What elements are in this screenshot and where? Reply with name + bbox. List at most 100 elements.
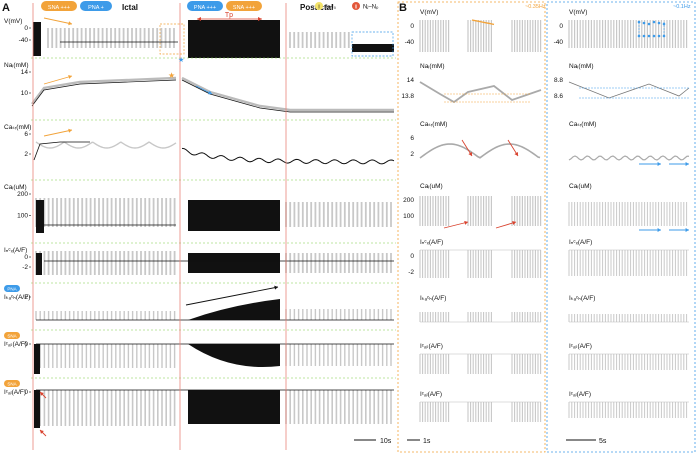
row-label: Iₙᶜₓ(A/F) <box>4 247 27 254</box>
badge-pna-ictal: PNA + <box>80 1 112 11</box>
annotation-arrow <box>495 221 517 229</box>
blue-dot <box>652 20 656 24</box>
burst-block <box>188 253 280 273</box>
scale-bar-b-left: 1s <box>407 438 431 445</box>
row-label: Iₙᶜₓ(A/F) <box>569 239 592 246</box>
burst-block <box>33 22 41 56</box>
svg-text:Tp: Tp <box>225 12 233 19</box>
badge-pna-transition: PNA +++ <box>187 1 223 11</box>
row-label: Naᵢ(mM) <box>569 63 594 70</box>
panel-b-right-row-labels: V(mV) 0 -40 Naᵢ(mM) 8.8 8.6 Caₛᵣ(mM) Caᵢ(uM) Iₙᶜ… <box>554 9 597 398</box>
tick-label: 14 <box>407 77 415 84</box>
arrow-head <box>685 161 689 167</box>
tick-label: -40 <box>405 39 415 46</box>
burst-block <box>36 253 42 275</box>
arrow-head <box>68 128 72 133</box>
tick-label: 0 <box>559 23 563 30</box>
row-badge-text: SNA <box>7 382 16 387</box>
trace-curve <box>181 76 394 112</box>
trace-curve <box>31 76 177 105</box>
trace-curve <box>181 79 394 113</box>
arrow-head <box>274 285 278 290</box>
row-label: Naᵢ(mM) <box>4 62 29 69</box>
legend-i-badge: I <box>315 2 323 10</box>
burst-block <box>188 299 280 320</box>
arrow-head <box>468 152 472 156</box>
tick-label: 10 <box>21 90 29 97</box>
row-badge-text: PNA <box>7 287 16 292</box>
tick-label: 14 <box>21 69 29 76</box>
burst-block <box>34 344 40 374</box>
badge-sna-transition: SNA +++ <box>226 1 262 11</box>
row-label: Caₛᵣ(mM) <box>569 121 596 128</box>
row-label: Iᶜₐₜ(A/F) <box>420 343 443 350</box>
blue-dot <box>647 34 651 38</box>
tick-label: 2 <box>24 151 28 158</box>
svg-text:I: I <box>318 4 320 10</box>
panel-a-row-labels: V(mV)0-40Naᵢ(mM)1410Caₛᵣ(mM)62Caᵢ(uM)200… <box>4 18 31 396</box>
burst-block <box>34 390 40 428</box>
blue-dot <box>642 21 646 25</box>
row-label: Caₛᵣ(mM) <box>4 124 31 131</box>
arrow-head <box>464 220 468 225</box>
blue-star-marker: ★ <box>178 56 184 64</box>
burst-block <box>188 344 280 368</box>
row-badge-text: SNA <box>7 334 16 339</box>
svg-text:10s: 10s <box>380 438 392 445</box>
tick-label: 2 <box>410 151 414 158</box>
row-label: V(mV) <box>569 9 587 16</box>
star-marker: ★ <box>168 71 175 80</box>
blue-dot <box>657 34 661 38</box>
panel-b-letter: B <box>399 2 407 14</box>
right-freq-label: ~0.1Hz <box>673 4 691 10</box>
tick-label: 0 <box>410 253 414 260</box>
arrow-head <box>512 221 516 225</box>
tick-label: 0 <box>24 25 28 32</box>
row-label: Caₛᵣ(mM) <box>420 121 447 128</box>
row-badge: PNA <box>4 285 20 292</box>
row-label: Iᶜₐₗ(A/F) <box>4 389 26 396</box>
trace-curve <box>31 79 177 107</box>
annotation-arrow <box>43 17 73 25</box>
burst-block <box>188 200 280 231</box>
tick-label: -2 <box>408 269 414 276</box>
legend-ii-text: Nⱼ–Nₚ <box>363 5 379 11</box>
panel-a-letter: A <box>2 2 10 14</box>
tick-label: 100 <box>403 213 414 220</box>
burst-block <box>188 390 280 424</box>
trace-curve <box>568 155 690 161</box>
row-badge: SNA <box>4 380 20 387</box>
row-label: Iᶜₐₜ(A/F) <box>4 341 27 348</box>
tick-label: 200 <box>17 191 28 198</box>
arrow-head <box>40 430 44 434</box>
row-label: V(mV) <box>4 18 22 25</box>
panel-b-left-row-labels: V(mV) 0 -40 Naᵢ(mM) 14 13.8 Caₛᵣ(mM) 6 2 Caᵢ(uM) 2… <box>401 9 447 398</box>
blue-dot <box>657 21 661 25</box>
legend-i-text: Iᵢ–I₀ <box>326 5 337 11</box>
panel-b-left-frame <box>397 1 546 453</box>
row-label: Iᶜₐₜ(A/F) <box>569 343 592 350</box>
arrow-head <box>68 21 72 26</box>
zoom-box-right <box>351 31 394 57</box>
legend-ii-badge: II <box>352 2 360 10</box>
annotation-arrow <box>43 129 73 137</box>
svg-text:PNA +++: PNA +++ <box>194 5 216 11</box>
row-label: Caᵢ(uM) <box>569 183 592 190</box>
tick-label: 6 <box>410 135 414 142</box>
arrow-head <box>685 227 689 233</box>
tp-annotation: Tp <box>197 12 262 21</box>
svg-text:PNA +: PNA + <box>88 5 104 11</box>
arrow-head <box>657 161 661 167</box>
tick-label: 6 <box>24 131 28 138</box>
svg-text:II: II <box>355 4 358 10</box>
phase-ictal-label: Ictal <box>122 3 138 12</box>
tick-label: -2 <box>22 264 28 271</box>
badge-sna-ictal: SNA +++ <box>41 1 77 11</box>
row-label: Caᵢ(uM) <box>4 184 27 191</box>
row-label: V(mV) <box>420 9 438 16</box>
trace-curve <box>568 81 690 99</box>
trace-layer <box>31 20 690 428</box>
blue-dot <box>652 34 656 38</box>
arrow-head <box>514 152 518 156</box>
row-label: Iₖₐᶜₕ(A/F) <box>569 295 595 302</box>
